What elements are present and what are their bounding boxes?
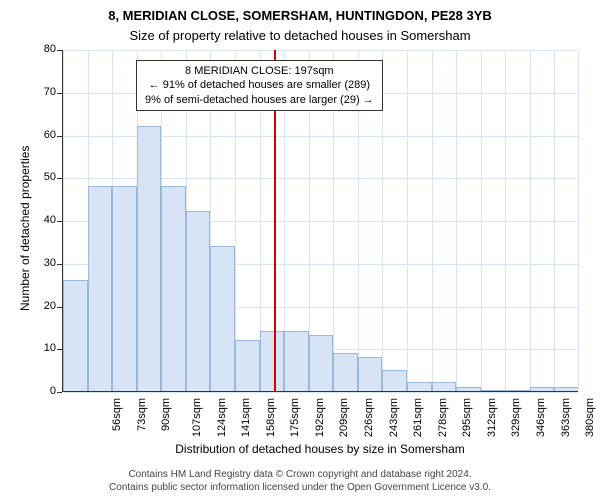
y-tick-label: 50 — [34, 171, 56, 183]
y-tick-label: 70 — [34, 86, 56, 98]
histogram-bar — [260, 331, 285, 391]
footer-line-2: Contains public sector information licen… — [0, 482, 600, 495]
footer-line-1: Contains HM Land Registry data © Crown c… — [0, 469, 600, 482]
x-tick-label: 158sqm — [265, 398, 277, 437]
y-tick-mark — [57, 264, 62, 265]
annotation-line-2: ← 91% of detached houses are smaller (28… — [145, 78, 374, 92]
y-tick-mark — [57, 221, 62, 222]
histogram-bar — [88, 186, 113, 391]
y-tick-mark — [57, 349, 62, 350]
y-axis-label: Number of detached properties — [18, 146, 32, 311]
y-tick-label: 0 — [34, 385, 56, 397]
x-tick-label: 192sqm — [314, 398, 326, 437]
y-tick-label: 30 — [34, 257, 56, 269]
grid-line-vertical — [407, 50, 408, 391]
histogram-bar — [382, 370, 407, 391]
histogram-bar — [63, 280, 88, 391]
x-tick-label: 73sqm — [136, 398, 148, 431]
y-tick-mark — [57, 50, 62, 51]
y-tick-label: 80 — [34, 43, 56, 55]
x-tick-label: 363sqm — [560, 398, 572, 437]
x-axis-label: Distribution of detached houses by size … — [62, 442, 578, 456]
y-tick-label: 20 — [34, 300, 56, 312]
histogram-bar — [432, 382, 457, 391]
y-tick-label: 40 — [34, 214, 56, 226]
histogram-bar — [505, 390, 530, 391]
grid-line-vertical — [481, 50, 482, 391]
y-tick-label: 10 — [34, 342, 56, 354]
histogram-bar — [186, 211, 211, 391]
annotation-box: 8 MERIDIAN CLOSE: 197sqm ← 91% of detach… — [136, 60, 383, 111]
histogram-bar — [137, 126, 162, 391]
grid-line-vertical — [456, 50, 457, 391]
histogram-bar — [456, 387, 481, 391]
histogram-bar — [554, 387, 579, 391]
chart-footer: Contains HM Land Registry data © Crown c… — [0, 469, 600, 494]
x-tick-label: 141sqm — [240, 398, 252, 437]
x-tick-label: 243sqm — [388, 398, 400, 437]
grid-line-vertical — [530, 50, 531, 391]
histogram-bar — [481, 390, 506, 391]
x-tick-label: 209sqm — [339, 398, 351, 437]
histogram-bar — [235, 340, 260, 391]
chart-container: 8, MERIDIAN CLOSE, SOMERSHAM, HUNTINGDON… — [0, 0, 600, 500]
x-tick-label: 107sqm — [191, 398, 203, 437]
x-tick-label: 90sqm — [160, 398, 172, 431]
grid-line-horizontal — [63, 392, 578, 393]
annotation-line-3: 9% of semi-detached houses are larger (2… — [145, 93, 374, 107]
x-tick-label: 380sqm — [584, 398, 596, 437]
grid-line-vertical — [432, 50, 433, 391]
x-tick-label: 346sqm — [535, 398, 547, 437]
histogram-bar — [210, 246, 235, 391]
y-tick-label: 60 — [34, 129, 56, 141]
x-tick-label: 175sqm — [289, 398, 301, 437]
x-tick-label: 56sqm — [111, 398, 123, 431]
x-tick-label: 278sqm — [437, 398, 449, 437]
y-tick-mark — [57, 392, 62, 393]
grid-line-horizontal — [63, 50, 578, 51]
annotation-line-1: 8 MERIDIAN CLOSE: 197sqm — [145, 64, 374, 78]
histogram-bar — [358, 357, 383, 391]
chart-title-sub: Size of property relative to detached ho… — [0, 28, 600, 43]
histogram-bar — [161, 186, 186, 391]
grid-line-vertical — [554, 50, 555, 391]
histogram-bar — [309, 335, 334, 391]
histogram-bar — [112, 186, 137, 391]
x-tick-label: 295sqm — [461, 398, 473, 437]
x-tick-label: 329sqm — [511, 398, 523, 437]
x-tick-label: 124sqm — [216, 398, 228, 437]
y-tick-mark — [57, 178, 62, 179]
chart-title-main: 8, MERIDIAN CLOSE, SOMERSHAM, HUNTINGDON… — [0, 8, 600, 23]
histogram-bar — [284, 331, 309, 391]
histogram-bar — [333, 353, 358, 391]
x-tick-label: 226sqm — [363, 398, 375, 437]
x-tick-label: 312sqm — [486, 398, 498, 437]
y-tick-mark — [57, 307, 62, 308]
grid-line-vertical — [578, 50, 579, 391]
x-tick-label: 261sqm — [412, 398, 424, 437]
y-tick-mark — [57, 93, 62, 94]
histogram-bar — [530, 387, 555, 391]
y-tick-mark — [57, 136, 62, 137]
grid-line-vertical — [505, 50, 506, 391]
histogram-bar — [407, 382, 432, 391]
